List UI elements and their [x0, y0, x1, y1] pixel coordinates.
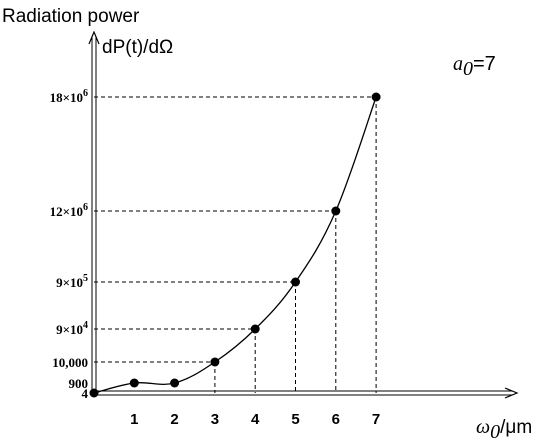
y-tick-exponent: 6 [83, 88, 88, 99]
y-tick-label: 12×106 [50, 202, 88, 219]
curve-layer [93, 96, 377, 394]
y-tick-mantissa: 10,000 [52, 355, 88, 370]
y-tick-mantissa: 900 [69, 376, 89, 391]
x-axis-subscript: 0 [490, 421, 500, 442]
y-tick-label: 900 [69, 376, 89, 391]
parameter-symbol: a [453, 53, 463, 75]
series-line [93, 96, 377, 394]
y-tick-label: 18×106 [50, 88, 88, 105]
y-tick-label: 10,000 [52, 355, 88, 370]
y-axis-title-line1: Radiation power [2, 6, 140, 27]
parameter-annotation: a0=7 [453, 53, 496, 80]
x-axis-symbol: ω [476, 416, 490, 438]
data-point [89, 388, 99, 398]
data-point [210, 357, 220, 367]
data-point [129, 378, 139, 388]
parameter-subscript: 0 [463, 58, 473, 80]
x-tick-label: 3 [211, 411, 219, 428]
data-point [371, 92, 381, 102]
y-tick-label: 4 [82, 386, 89, 401]
data-point [170, 378, 180, 388]
y-axis [88, 30, 100, 394]
data-point [250, 324, 260, 334]
y-tick-mantissa: 9×10 [56, 275, 83, 290]
y-tick-exponent: 5 [83, 273, 88, 284]
y-tick-exponent: 4 [83, 320, 88, 331]
y-tick-exponent: 6 [83, 202, 88, 213]
x-tick-label: 1 [130, 411, 138, 428]
data-points [89, 92, 381, 398]
y-tick-mantissa: 9×10 [56, 322, 83, 337]
x-tick-label: 6 [332, 411, 340, 428]
data-point [291, 277, 300, 287]
x-axis-title: ω0/μm [476, 416, 532, 442]
y-tick-mantissa: 4 [82, 386, 89, 401]
x-axis-unit: /μm [500, 417, 532, 438]
x-tick-label: 5 [291, 411, 299, 428]
y-tick-label: 9×104 [56, 320, 88, 337]
dashed-guides [94, 96, 377, 393]
x-axis [92, 387, 519, 399]
parameter-value: =7 [473, 53, 496, 75]
data-point [331, 206, 341, 216]
x-tick-labels: 1 2 3 4 5 6 7 [130, 411, 380, 428]
x-tick-label: 2 [170, 411, 178, 428]
y-axis-title-line2: dP(t)/dΩ [102, 37, 173, 58]
y-tick-mantissa: 12×10 [50, 204, 83, 219]
y-tick-label: 9×105 [56, 273, 88, 290]
x-tick-label: 7 [372, 411, 380, 428]
x-tick-label: 4 [251, 411, 260, 428]
y-tick-mantissa: 18×10 [50, 90, 83, 105]
